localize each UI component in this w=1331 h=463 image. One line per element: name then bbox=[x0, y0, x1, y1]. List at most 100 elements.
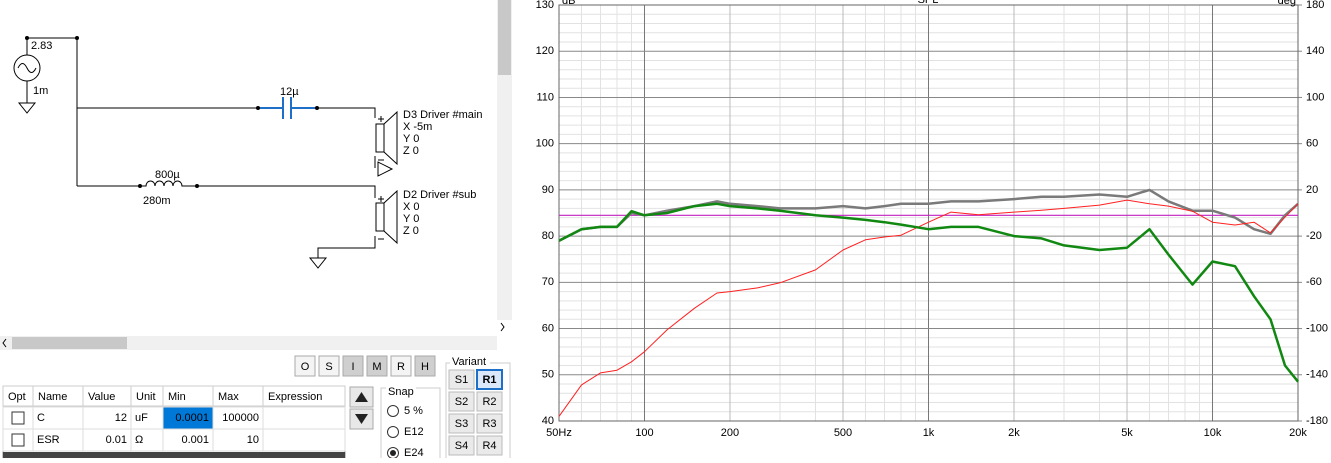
cell-text: 10 bbox=[247, 434, 259, 446]
toolbar-button-label: I bbox=[351, 361, 354, 373]
y-tick-label: 110 bbox=[536, 91, 554, 103]
radio-label: E12 bbox=[404, 426, 424, 438]
box-label-bg bbox=[450, 356, 490, 368]
checkbox[interactable] bbox=[11, 411, 25, 425]
y2-axis-label: deg bbox=[1278, 0, 1296, 7]
y-tick-label: 40 bbox=[542, 415, 554, 427]
cell[interactable] bbox=[262, 406, 346, 430]
y-tick-label: 120 bbox=[536, 45, 554, 57]
variant-button-label: S4 bbox=[455, 440, 468, 452]
y-tick-label: 70 bbox=[542, 276, 554, 288]
cell-text: 0.001 bbox=[181, 434, 209, 446]
variant-button[interactable] bbox=[476, 435, 503, 456]
y-tick-label: 80 bbox=[542, 230, 554, 242]
label: X -5m bbox=[403, 121, 432, 133]
scroll-arrow[interactable] bbox=[2, 322, 505, 348]
x-tick-label: 200 bbox=[721, 427, 739, 439]
x-tick-label: 500 bbox=[834, 427, 852, 439]
column-header-label: Unit bbox=[136, 391, 156, 403]
label: Y 0 bbox=[403, 213, 419, 225]
toolbar-button[interactable] bbox=[318, 355, 340, 377]
toolbar-button[interactable] bbox=[294, 355, 316, 377]
variant-title: Variant bbox=[452, 356, 486, 368]
column-header-label: Value bbox=[88, 391, 115, 403]
ground bbox=[17, 102, 328, 269]
column-header-label: Expression bbox=[268, 391, 322, 403]
series-line bbox=[558, 202, 1299, 383]
y2-tick-label: -20 bbox=[1306, 230, 1322, 242]
driver-symbol bbox=[375, 123, 385, 153]
icon bbox=[355, 414, 368, 424]
inductor bbox=[140, 180, 197, 187]
y-tick-label: 50 bbox=[542, 369, 554, 381]
capacitor bbox=[258, 97, 317, 119]
variant-button[interactable] bbox=[448, 391, 475, 412]
toolbar-button-label: O bbox=[301, 361, 310, 373]
variant-button-label: S2 bbox=[455, 396, 468, 408]
toolbar-button[interactable] bbox=[342, 355, 364, 377]
variant-button[interactable] bbox=[448, 413, 475, 434]
y-tick-label: 100 bbox=[536, 138, 554, 150]
checkbox[interactable] bbox=[11, 433, 25, 447]
cell-text: 12 bbox=[115, 412, 127, 424]
chart-title: SPL bbox=[918, 0, 939, 6]
label: 800µ bbox=[155, 169, 180, 181]
x-tick-label: 50Hz bbox=[546, 427, 572, 439]
table-footer bbox=[3, 452, 345, 458]
label: 280m bbox=[143, 195, 171, 207]
y2-tick-label: 20 bbox=[1306, 184, 1318, 196]
plot-frame bbox=[558, 4, 1299, 422]
label: X 0 bbox=[403, 201, 420, 213]
label: 1m bbox=[33, 85, 48, 97]
cell[interactable] bbox=[262, 428, 346, 452]
cell-text: Ω bbox=[135, 434, 143, 446]
variant-button[interactable] bbox=[448, 369, 475, 390]
y2-tick-label: 180 bbox=[1306, 0, 1324, 11]
label: 2.83 bbox=[31, 40, 52, 52]
variant-button[interactable] bbox=[448, 435, 475, 456]
y2-tick-label: -180 bbox=[1306, 415, 1328, 427]
y2-tick-label: 60 bbox=[1306, 138, 1318, 150]
cell-text: 0.0001 bbox=[175, 412, 209, 424]
y-axis-label: dB bbox=[562, 0, 575, 7]
radio-dot bbox=[390, 450, 396, 456]
radio[interactable] bbox=[387, 426, 399, 438]
variant-button-label: R3 bbox=[482, 418, 496, 430]
y-tick-label: 90 bbox=[542, 184, 554, 196]
v-scrollbar[interactable] bbox=[497, 0, 512, 320]
series-line bbox=[558, 199, 1299, 417]
y2-tick-label: 140 bbox=[1306, 45, 1324, 57]
label: Z 0 bbox=[403, 225, 419, 237]
x-tick-label: 1k bbox=[923, 427, 935, 439]
toolbar-button-label: H bbox=[421, 361, 429, 373]
radio[interactable] bbox=[387, 405, 399, 417]
v-scroll-thumb[interactable] bbox=[498, 0, 511, 75]
variant-button[interactable] bbox=[476, 391, 503, 412]
controls: Snap Variant bbox=[349, 356, 511, 461]
wire bbox=[26, 37, 376, 258]
toolbar-button[interactable] bbox=[366, 355, 388, 377]
driver-cone bbox=[383, 110, 398, 166]
column-header[interactable] bbox=[262, 385, 346, 407]
variant-button[interactable] bbox=[476, 369, 503, 390]
cell-text: ESR bbox=[37, 434, 60, 446]
x-tick-label: 100 bbox=[635, 427, 653, 439]
toolbar-button[interactable] bbox=[390, 355, 412, 377]
variant-button[interactable] bbox=[476, 413, 503, 434]
y2-tick-label: -60 bbox=[1306, 276, 1322, 288]
driver-cone bbox=[383, 189, 398, 245]
y2-tick-label: -100 bbox=[1306, 322, 1328, 334]
junctions bbox=[25, 36, 319, 188]
y2-tick-label: 100 bbox=[1306, 91, 1324, 103]
variant-button-label: R2 bbox=[482, 396, 496, 408]
variant-button-label: S1 bbox=[455, 374, 468, 386]
snap-title: Snap bbox=[388, 386, 414, 398]
toolbar-button[interactable] bbox=[414, 355, 436, 377]
y-tick-label: 60 bbox=[542, 322, 554, 334]
schematic: 2.83 1m 12µ 800µ 280m D3 Driver #main X … bbox=[13, 36, 482, 269]
cell-text: 0.01 bbox=[106, 434, 127, 446]
h-scroll-thumb[interactable] bbox=[12, 337, 127, 349]
y-tick-label: 130 bbox=[536, 0, 554, 11]
column-header-label: Opt bbox=[8, 391, 26, 403]
